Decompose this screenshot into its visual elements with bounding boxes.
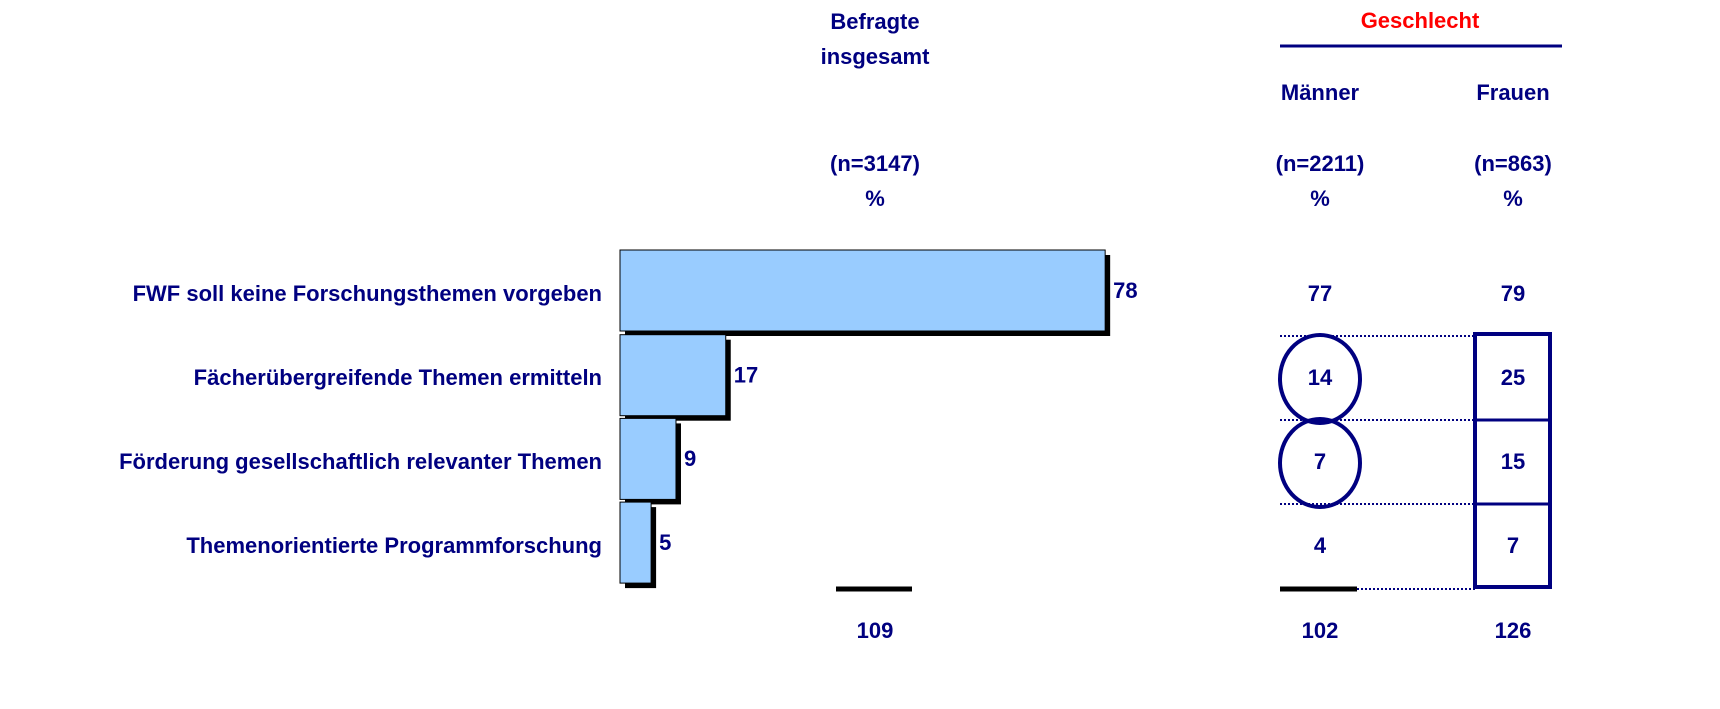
value-label: 17 [734,363,758,388]
value-label: 25 [1501,365,1525,390]
category-label: Fächerübergreifende Themen ermitteln [194,365,602,390]
column-unit: % [865,186,885,211]
column-header: Frauen [1476,80,1550,105]
highlight-circle [1278,333,1362,425]
bar [619,501,652,584]
category-label: Themenorientierte Programmforschung [186,533,602,558]
column-total: 109 [857,618,894,643]
value-label: 79 [1501,281,1525,306]
column-unit: % [1503,186,1523,211]
category-label: Förderung gesellschaftlich relevanter Th… [119,449,602,474]
bar [619,417,677,500]
value-label: 7 [1314,449,1326,474]
value-label: 9 [684,446,696,471]
value-label: 4 [1314,533,1327,558]
value-label: 78 [1113,278,1137,303]
column-n: (n=863) [1474,151,1552,176]
value-label: 15 [1501,449,1525,474]
bar [619,334,727,417]
value-label: 77 [1308,281,1332,306]
column-header: Befragte insgesamt [820,9,930,69]
column-header: Männer [1280,80,1360,105]
value-label: 7 [1507,533,1519,558]
highlight-circle [1278,417,1362,509]
value-label: 14 [1308,365,1333,390]
column-unit: % [1310,186,1330,211]
column-n: (n=2211) [1275,151,1365,176]
bar [619,249,1106,332]
column-n: (n=3147) [830,151,920,176]
column-total: 126 [1495,618,1532,643]
column-total: 102 [1302,618,1339,643]
group-label: Geschlecht [1361,8,1480,33]
highlight-box [1473,332,1552,589]
value-label: 5 [659,530,671,555]
category-label: FWF soll keine Forschungsthemen vorgeben [133,281,602,306]
